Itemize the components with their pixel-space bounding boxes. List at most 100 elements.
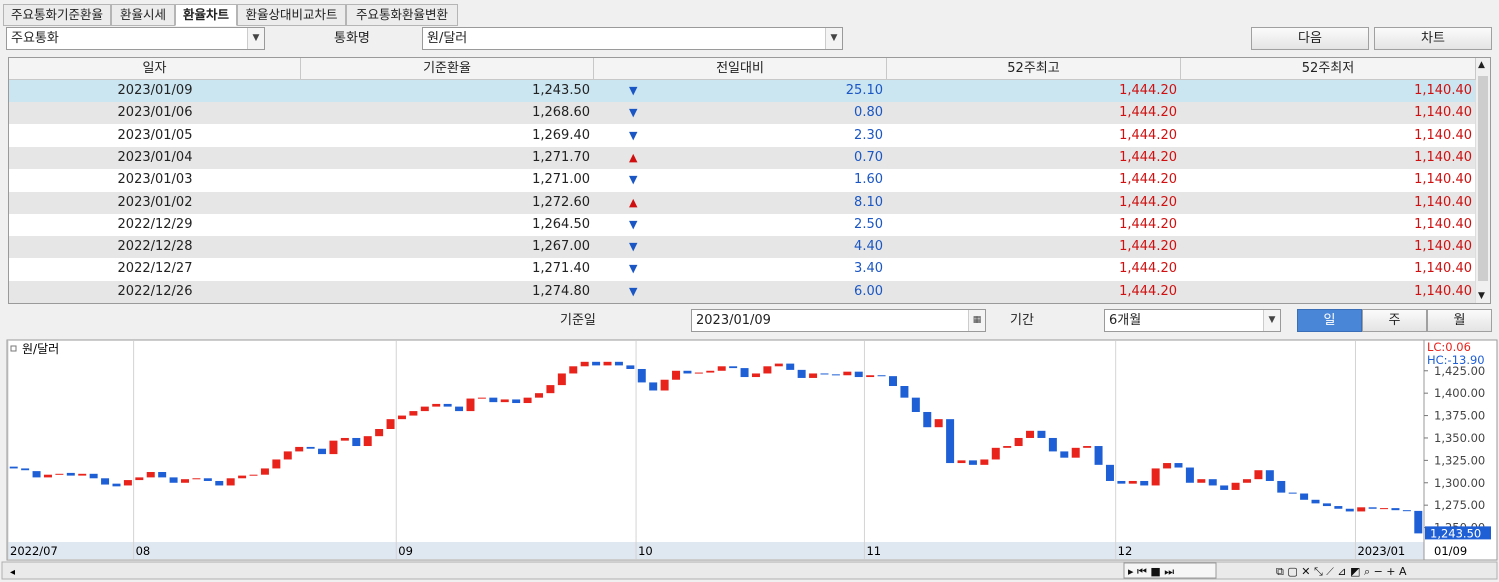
period-select[interactable]: 6개월 ▼ (1104, 309, 1281, 332)
candle (968, 460, 977, 465)
candle (1208, 479, 1217, 486)
currency-select[interactable]: 원/달러 ▼ (422, 27, 843, 50)
tab[interactable]: 주요통화기준환율 (3, 4, 111, 26)
hc-label: HC:-13.90 (1427, 353, 1485, 367)
y-tick-label: 1,375.00 (1434, 409, 1485, 423)
candle (1220, 485, 1229, 490)
column-header: 기준환율 (301, 58, 594, 80)
toolbar-icons[interactable]: ⧉ ▢ ✕ ⤡ ⟋ ⊿ ◩ ⌕ − + A (1276, 565, 1407, 578)
candle (1163, 463, 1172, 469)
tab[interactable]: 환율차트 (175, 4, 237, 26)
period-button[interactable]: 일 (1297, 309, 1362, 332)
tab[interactable]: 환율상대비교차트 (237, 4, 346, 26)
candle (831, 374, 840, 376)
table-cell: 1,140.40 (1414, 172, 1472, 188)
table-cell: 1,264.50 (532, 216, 590, 232)
candle (66, 472, 75, 476)
table-cell: 1,140.40 (1414, 239, 1472, 255)
dropdown-arrow[interactable]: ▼ (247, 28, 264, 49)
table-row[interactable]: 2023/01/04 1,271.70 0.70 ▲ 1,444.20 1,140.40 (9, 146, 1475, 169)
candle (751, 373, 760, 378)
candle (1140, 480, 1149, 486)
dropdown-arrow[interactable]: ▼ (1263, 310, 1280, 331)
candle (123, 480, 132, 486)
table-row[interactable]: 2023/01/03 1,271.00 1.60 ▼ 1,444.20 1,140.40 (9, 169, 1475, 192)
table-cell: 1,269.40 (532, 127, 590, 143)
candle (523, 397, 532, 404)
nav-icon[interactable]: ▸ ⏮ ■ ⏭ (1128, 565, 1174, 578)
candle (363, 436, 372, 447)
scroll-up[interactable]: ▲ (1478, 60, 1485, 70)
table-cell: 1,444.20 (1119, 283, 1177, 299)
scrollbar[interactable] (1, 561, 1498, 580)
candle (866, 375, 875, 378)
table-cell: 2023/01/09 (117, 83, 193, 98)
table-row[interactable]: 2023/01/06 1,268.60 0.80 ▼ 1,444.20 1,140.40 (9, 102, 1475, 125)
candle (694, 372, 703, 374)
table-cell: 1,267.00 (532, 239, 590, 255)
table-cell: 1,444.20 (1119, 239, 1177, 255)
table-cell: 2023/01/04 (117, 149, 193, 165)
candle (1083, 446, 1092, 448)
scroll-left[interactable]: ◂ (10, 567, 15, 578)
date-input[interactable]: 2023/01/09 ▦ (691, 309, 986, 332)
y-tick-label: 1,275.00 (1434, 498, 1485, 512)
chart: 원/달러 LC:0.06 HC:-13.90 01/09 ◂ ▸ ⏮ ■ ⏭ ⧉… (1, 339, 1498, 580)
period-button[interactable]: 주 (1362, 309, 1427, 332)
table-row[interactable]: 2022/12/28 1,267.00 4.40 ▼ 1,444.20 1,140.40 (9, 236, 1475, 259)
candle (386, 419, 395, 430)
scroll-thumb[interactable] (1478, 76, 1488, 281)
calendar-icon[interactable]: ▦ (968, 310, 985, 331)
next-button[interactable]: 다음 (1251, 27, 1369, 50)
y-tick-label: 1,350.00 (1434, 431, 1485, 445)
table-row[interactable]: 2022/12/26 1,274.80 6.00 ▼ 1,444.20 1,140.40 (9, 280, 1475, 303)
dropdown-arrow[interactable]: ▼ (825, 28, 842, 49)
candle (146, 472, 155, 478)
table-row[interactable]: 2023/01/02 1,272.60 8.10 ▲ 1,444.20 1,140.40 (9, 191, 1475, 214)
scrollbar[interactable]: ▲ ▼ (1475, 58, 1490, 303)
candle (957, 460, 966, 464)
table-row[interactable]: 2022/12/29 1,264.50 2.50 ▼ 1,444.20 1,140.40 (9, 213, 1475, 236)
candle (55, 473, 64, 475)
table-cell: 1,271.00 (532, 172, 590, 188)
candle (306, 446, 315, 449)
candle (1071, 447, 1080, 458)
direction-arrow: ▼ (629, 84, 638, 97)
candle (592, 361, 601, 366)
candle (1243, 479, 1251, 483)
candle (774, 363, 783, 367)
legend: 원/달러 (22, 342, 59, 356)
table-row[interactable]: 2022/12/27 1,271.40 3.40 ▼ 1,444.20 1,140.40 (9, 258, 1475, 281)
candle (580, 361, 589, 367)
candle (283, 451, 292, 460)
candle (112, 483, 121, 487)
candle (717, 366, 726, 371)
candle (1128, 480, 1137, 484)
candle (43, 474, 52, 478)
table-cell: 1,444.20 (1119, 127, 1177, 143)
tab[interactable]: 주요통화환율변환 (346, 4, 458, 26)
candle (78, 473, 87, 476)
nav-buttons[interactable] (1123, 562, 1217, 579)
table-cell: 1,444.20 (1119, 105, 1177, 121)
chart-button[interactable]: 차트 (1374, 27, 1492, 50)
candle (626, 365, 635, 369)
candle (466, 398, 475, 412)
candle (432, 403, 441, 407)
tab[interactable]: 환율시세 (111, 4, 175, 26)
candle (420, 406, 429, 412)
last-price-label: 1,243.50 (1430, 526, 1481, 540)
period-button[interactable]: 월 (1427, 309, 1492, 332)
group-select[interactable]: 주요통화 ▼ (6, 27, 265, 50)
candle (637, 368, 646, 383)
candle (1345, 508, 1354, 512)
candle (181, 479, 189, 483)
table-cell: 1,268.60 (532, 105, 590, 121)
select-value: 원/달러 (427, 31, 468, 46)
table-cell: 2.30 (854, 127, 883, 143)
candle (797, 369, 806, 378)
scroll-down[interactable]: ▼ (1478, 291, 1485, 301)
candle (1003, 446, 1012, 448)
table-row[interactable]: 2023/01/09 1,243.50 25.10 ▼ 1,444.20 1,140.40 (9, 80, 1475, 102)
table-row[interactable]: 2023/01/05 1,269.40 2.30 ▼ 1,444.20 1,140.40 (9, 124, 1475, 147)
